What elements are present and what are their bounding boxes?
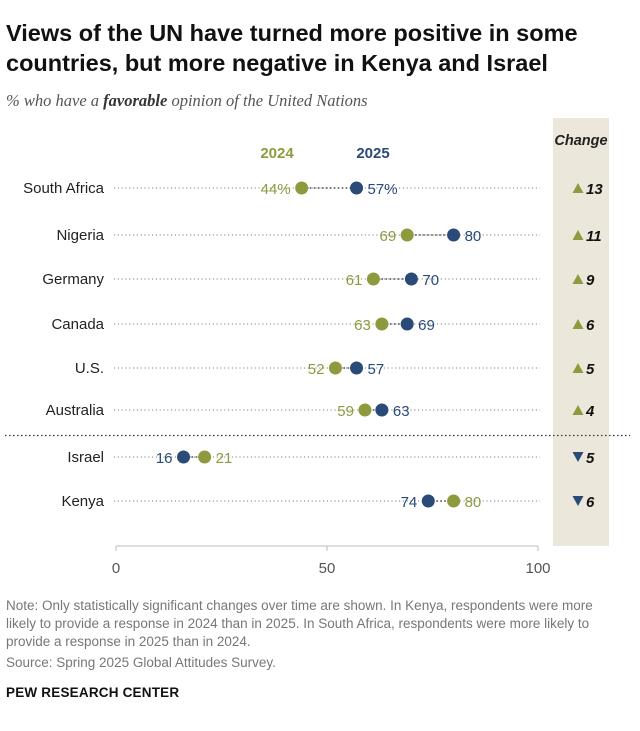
country-label-nigeria: Nigeria (56, 227, 104, 244)
value-label-2024-australia: 59 (337, 403, 354, 420)
dot-2024-germany (366, 272, 380, 286)
country-label-israel: Israel (67, 449, 104, 466)
dot-2024-nigeria (400, 228, 414, 242)
country-label-australia: Australia (46, 402, 105, 419)
chart-note: Note: Only statistically significant cha… (6, 598, 593, 649)
dot-2025-u-s (350, 361, 364, 375)
value-label-2025-south-africa: 57% (368, 181, 398, 198)
x-tick-label-100: 100 (525, 560, 550, 577)
legend-2025: 2025 (356, 145, 389, 162)
change-value-south-africa: 13 (586, 181, 603, 198)
value-label-2025-israel: 16 (156, 450, 173, 467)
dot-2024-u-s (328, 361, 342, 375)
value-label-2025-germany: 70 (422, 272, 439, 289)
triangle-up-icon-south-africa (572, 183, 584, 193)
value-label-2025-u-s: 57 (368, 361, 385, 378)
change-value-australia: 4 (585, 403, 595, 420)
dot-2024-canada (375, 317, 389, 331)
triangle-up-icon-u-s (572, 363, 584, 373)
change-column-header: Change (554, 133, 607, 149)
value-label-2025-australia: 63 (393, 403, 410, 420)
value-label-2024-canada: 63 (354, 317, 371, 334)
x-tick-label-0: 0 (112, 560, 120, 577)
triangle-up-icon-australia (572, 405, 584, 415)
dot-plot-chart: Change 2024 2025 South Africa 44% 57% 13 Nigeri… (5, 118, 630, 577)
dot-2025-canada (400, 317, 414, 331)
legend-2024: 2024 (260, 145, 294, 162)
value-label-2025-canada: 69 (418, 317, 435, 334)
value-label-2024-kenya: 80 (465, 494, 482, 511)
subtitle-prefix: % who have a (6, 91, 104, 110)
dot-2024-australia (358, 403, 372, 417)
change-value-u-s: 5 (586, 361, 595, 378)
chart-source: Source: Spring 2025 Global Attitudes Sur… (6, 655, 276, 670)
triangle-up-icon-nigeria (572, 230, 584, 240)
triangle-down-icon-kenya (572, 496, 584, 506)
change-value-germany: 9 (586, 272, 595, 289)
value-label-2024-israel: 21 (216, 450, 233, 467)
dot-2024-israel (198, 450, 212, 464)
change-value-nigeria: 11 (586, 228, 602, 245)
subtitle-suffix: opinion of the United Nations (167, 91, 368, 110)
country-label-canada: Canada (51, 316, 104, 333)
value-label-2024-germany: 61 (346, 272, 363, 289)
value-label-2025-kenya: 74 (401, 494, 418, 511)
dot-2025-kenya (421, 494, 435, 508)
value-label-2024-u-s: 52 (308, 361, 325, 378)
triangle-up-icon-germany (572, 274, 584, 284)
country-label-south-africa: South Africa (23, 180, 105, 197)
dot-2025-israel (177, 450, 191, 464)
dot-2024-south-africa (295, 181, 309, 195)
publisher-brand: PEW RESEARCH CENTER (6, 685, 180, 700)
change-value-kenya: 6 (586, 494, 595, 511)
triangle-down-icon-israel (572, 452, 584, 462)
chart-subtitle: % who have a favorable opinion of the Un… (6, 91, 368, 111)
change-value-israel: 5 (586, 450, 595, 467)
chart-title: Views of the UN have turned more positiv… (6, 20, 578, 76)
subtitle-emphasis: favorable (103, 91, 168, 110)
country-label-germany: Germany (42, 271, 104, 288)
country-label-kenya: Kenya (61, 493, 104, 510)
dot-2024-kenya (447, 494, 461, 508)
value-label-2024-south-africa: 44% (261, 181, 291, 198)
triangle-up-icon-canada (572, 319, 584, 329)
value-label-2024-nigeria: 69 (379, 228, 396, 245)
x-tick-label-50: 50 (319, 560, 336, 577)
change-value-canada: 6 (586, 317, 595, 334)
dot-2025-nigeria (447, 228, 461, 242)
value-label-2025-nigeria: 80 (465, 228, 482, 245)
dot-2025-australia (375, 403, 389, 417)
dot-2025-south-africa (350, 181, 364, 195)
dot-2025-germany (404, 272, 418, 286)
country-label-u-s: U.S. (75, 360, 104, 377)
